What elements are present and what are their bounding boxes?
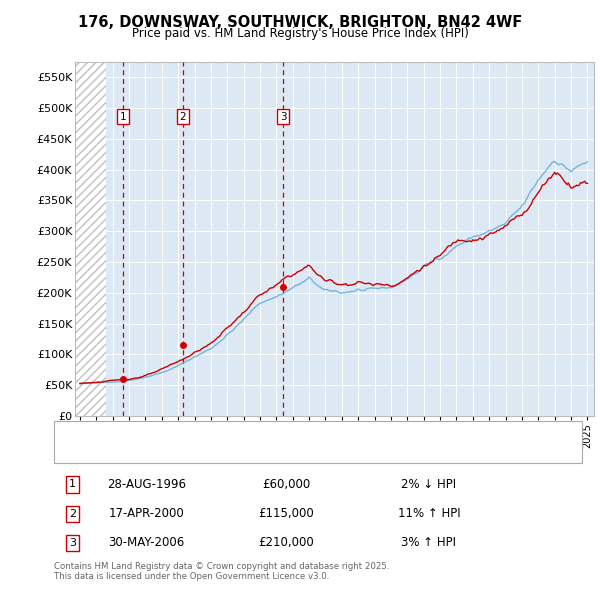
Text: 3: 3 <box>280 112 286 122</box>
FancyBboxPatch shape <box>54 421 582 463</box>
Bar <box>75 62 106 416</box>
Text: 30-MAY-2006: 30-MAY-2006 <box>108 536 185 549</box>
Text: 17-APR-2000: 17-APR-2000 <box>109 507 184 520</box>
Text: £60,000: £60,000 <box>262 478 310 491</box>
Text: 1: 1 <box>120 112 127 122</box>
Text: 28-AUG-1996: 28-AUG-1996 <box>107 478 186 491</box>
Text: HPI: Average price, semi-detached house, Adur: HPI: Average price, semi-detached house,… <box>101 447 348 457</box>
Text: £115,000: £115,000 <box>259 507 314 520</box>
Text: 1: 1 <box>69 480 76 489</box>
Text: 2: 2 <box>69 509 76 519</box>
Text: Price paid vs. HM Land Registry's House Price Index (HPI): Price paid vs. HM Land Registry's House … <box>131 27 469 40</box>
Text: 176, DOWNSWAY, SOUTHWICK, BRIGHTON, BN42 4WF (semi-detached house): 176, DOWNSWAY, SOUTHWICK, BRIGHTON, BN42… <box>101 427 508 437</box>
Text: 176, DOWNSWAY, SOUTHWICK, BRIGHTON, BN42 4WF: 176, DOWNSWAY, SOUTHWICK, BRIGHTON, BN42… <box>78 15 522 30</box>
Text: Contains HM Land Registry data © Crown copyright and database right 2025.
This d: Contains HM Land Registry data © Crown c… <box>54 562 389 581</box>
Text: 3% ↑ HPI: 3% ↑ HPI <box>401 536 457 549</box>
Text: 2: 2 <box>179 112 186 122</box>
Text: 3: 3 <box>69 538 76 548</box>
Text: £210,000: £210,000 <box>259 536 314 549</box>
Text: 2% ↓ HPI: 2% ↓ HPI <box>401 478 457 491</box>
Text: 11% ↑ HPI: 11% ↑ HPI <box>398 507 460 520</box>
